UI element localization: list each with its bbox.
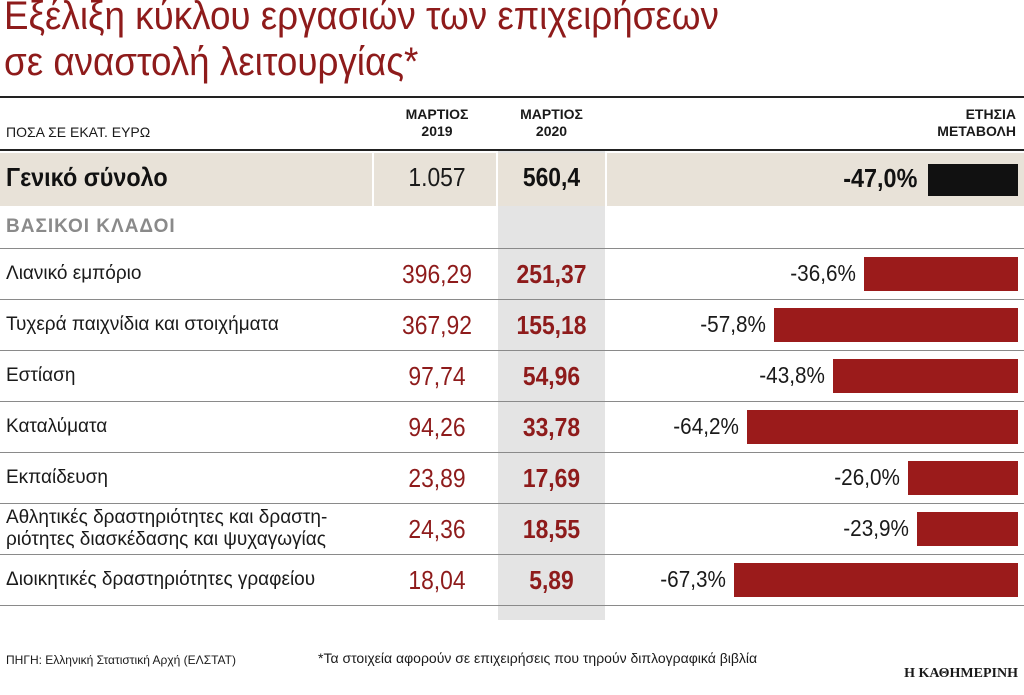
row-label: Διοικητικές δραστηριότητες γραφείου <box>6 569 315 591</box>
chart-title-line1: Εξέλιξη κύκλου εργασιών των επιχειρήσεων <box>4 0 719 38</box>
row-divider <box>0 452 1024 453</box>
value-2020: 251,37 <box>516 258 587 289</box>
total-row-band <box>0 153 1024 206</box>
sectors-header: ΒΑΣΙΚΟΙ ΚΛΑΔΟΙ <box>6 216 176 237</box>
row-label-line1: Αθλητικές δραστηριότητες και δραστη- <box>6 506 328 528</box>
row-label-line1: Τυχερά παιχνίδια και στοιχήματα <box>6 313 279 335</box>
column-separator <box>496 206 498 620</box>
footnote: *Τα στοιχεία αφορούν σε επιχειρήσεις που… <box>318 650 758 666</box>
row-label: Καταλύματα <box>6 416 107 438</box>
column-separator <box>372 206 374 620</box>
row-label-line1: Εκπαίδευση <box>6 466 108 488</box>
change-label: -23,9% <box>843 514 910 541</box>
publisher-brand: Η ΚΑΘΗΜΕΡΙΝΗ <box>904 666 1018 681</box>
top-rule <box>0 96 1024 98</box>
change-bar <box>917 511 1018 546</box>
value-2020: 33,78 <box>522 411 581 442</box>
column-header-change: ΕΤΗΣΙΑ ΜΕΤΑΒΟΛΗ <box>937 106 1016 140</box>
row-divider <box>0 554 1024 555</box>
total-change-label: -47,0% <box>843 163 918 193</box>
value-2019: 18,04 <box>408 564 466 595</box>
column-separator <box>605 153 607 206</box>
total-change-bar <box>927 164 1018 196</box>
change-bar <box>774 307 1018 342</box>
change-label: -67,3% <box>660 565 726 592</box>
row-label: Λιανικό εμπόριο <box>6 263 141 285</box>
value-2020: 18,55 <box>522 513 581 544</box>
row-label-line1: Λιανικό εμπόριο <box>6 262 142 284</box>
value-2020: 5,89 <box>529 564 574 595</box>
total-value-2020: 560,4 <box>522 162 581 192</box>
change-bar <box>747 409 1018 444</box>
unit-label: ΠΟΣΑ ΣΕ ΕΚΑΤ. ΕΥΡΩ <box>6 124 151 140</box>
change-label: -26,0% <box>834 463 901 490</box>
row-divider <box>0 401 1024 402</box>
row-label-line1: Καταλύματα <box>6 415 108 437</box>
value-2020: 54,96 <box>522 360 581 391</box>
row-label-line1: Εστίαση <box>6 364 76 386</box>
header-rule <box>0 149 1024 151</box>
row-label: Αθλητικές δραστηριότητες και δραστη-ριότ… <box>6 507 327 551</box>
change-label: -57,8% <box>700 310 767 337</box>
value-2019: 367,92 <box>402 309 472 340</box>
change-bar <box>833 358 1018 393</box>
column-header-2019: ΜΑΡΤΙΟΣ 2019 <box>378 106 496 140</box>
row-divider <box>0 503 1024 504</box>
column-separator <box>496 153 498 206</box>
column-separator <box>372 153 374 206</box>
total-label: Γενικό σύνολο <box>6 162 168 192</box>
change-bar <box>733 562 1018 597</box>
row-label: Εστίαση <box>6 365 75 387</box>
change-bar <box>908 460 1018 495</box>
value-2019: 97,74 <box>408 360 466 391</box>
row-divider <box>0 350 1024 351</box>
change-label: -64,2% <box>673 412 740 439</box>
column-header-change-line2: ΜΕΤΑΒΟΛΗ <box>937 123 1016 139</box>
value-2019: 94,26 <box>408 411 466 442</box>
total-value-2019: 1.057 <box>408 162 466 192</box>
column-separator <box>605 206 607 620</box>
row-divider <box>0 605 1024 606</box>
column-header-change-line1: ΕΤΗΣΙΑ <box>965 106 1016 122</box>
value-2019: 24,36 <box>408 513 466 544</box>
row-label: Τυχερά παιχνίδια και στοιχήματα <box>6 314 279 336</box>
value-2019: 396,29 <box>402 258 472 289</box>
value-2019: 23,89 <box>408 462 466 493</box>
value-2020: 155,18 <box>516 309 587 340</box>
row-label-line2: ριότητες διασκέδασης και ψυχαγωγίας <box>6 528 326 550</box>
row-label: Εκπαίδευση <box>6 467 108 489</box>
column-header-2020: ΜΑΡΤΙΟΣ 2020 <box>498 106 605 140</box>
column-header-2020-year: 2020 <box>535 123 568 139</box>
change-label: -43,8% <box>759 361 826 388</box>
change-bar <box>863 256 1018 291</box>
row-divider <box>0 248 1024 249</box>
highlight-column-2020 <box>498 150 605 620</box>
change-label: -36,6% <box>789 259 856 286</box>
row-label-line1: Διοικητικές δραστηριότητες γραφείου <box>6 568 316 590</box>
row-divider <box>0 299 1024 300</box>
source-note: ΠΗΓΗ: Ελληνική Στατιστική Αρχή (ΕΛΣΤΑΤ) <box>6 653 236 667</box>
column-header-2019-month: ΜΑΡΤΙΟΣ <box>405 106 469 122</box>
column-header-2019-year: 2019 <box>421 123 453 139</box>
chart-title-line2: σε αναστολή λειτουργίας* <box>4 40 419 84</box>
value-2020: 17,69 <box>522 462 581 493</box>
column-header-2020-month: ΜΑΡΤΙΟΣ <box>520 106 583 122</box>
